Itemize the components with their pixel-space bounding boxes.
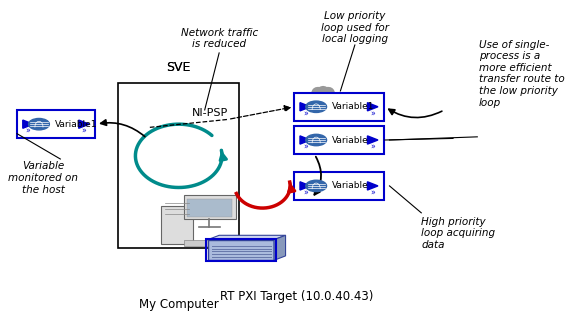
Text: NI-PSP: NI-PSP (192, 108, 228, 118)
Bar (161, 206, 193, 245)
Circle shape (306, 180, 326, 192)
Bar (206, 239, 276, 261)
Text: Variable1: Variable1 (332, 102, 374, 111)
Text: Variable1: Variable1 (55, 120, 97, 129)
Polygon shape (23, 120, 34, 128)
Text: »: » (303, 143, 308, 152)
Bar (185, 240, 236, 246)
Text: Variable: Variable (332, 135, 369, 144)
Bar (185, 195, 236, 219)
Bar (294, 93, 384, 121)
Text: High priority
loop acquiring
data: High priority loop acquiring data (421, 217, 496, 250)
Text: »: » (370, 109, 375, 119)
Text: My Computer: My Computer (139, 298, 219, 311)
Text: »: » (370, 189, 375, 197)
Text: »: » (370, 143, 375, 152)
Polygon shape (274, 235, 286, 260)
Circle shape (29, 119, 49, 130)
Bar (294, 172, 384, 200)
Circle shape (306, 134, 326, 146)
Polygon shape (368, 103, 378, 111)
Bar (17, 110, 95, 138)
Bar (188, 199, 232, 217)
Text: SVE: SVE (166, 60, 191, 73)
Text: SVE: SVE (166, 60, 191, 73)
Circle shape (306, 101, 326, 113)
Bar (208, 240, 274, 260)
Text: Use of single-
process is a
more efficient
transfer route to
the low priority
lo: Use of single- process is a more efficie… (479, 39, 564, 107)
Polygon shape (300, 136, 310, 144)
Text: RT PXI Target (10.0.40.43): RT PXI Target (10.0.40.43) (220, 290, 374, 303)
Text: Variable: Variable (332, 181, 369, 190)
Polygon shape (208, 235, 286, 240)
Polygon shape (300, 103, 310, 111)
Bar (294, 126, 384, 154)
Text: »: » (26, 127, 31, 136)
Text: Variable
monitored on
the host: Variable monitored on the host (8, 162, 78, 195)
Polygon shape (79, 120, 89, 128)
Polygon shape (300, 182, 310, 190)
Text: Network traffic
is reduced: Network traffic is reduced (181, 28, 258, 50)
Polygon shape (368, 136, 378, 144)
Text: »: » (82, 127, 86, 136)
Bar (118, 83, 239, 248)
Polygon shape (368, 182, 378, 190)
Text: »: » (303, 109, 308, 119)
Text: »: » (303, 189, 308, 197)
Text: Low priority
loop used for
local logging: Low priority loop used for local logging (321, 11, 389, 44)
